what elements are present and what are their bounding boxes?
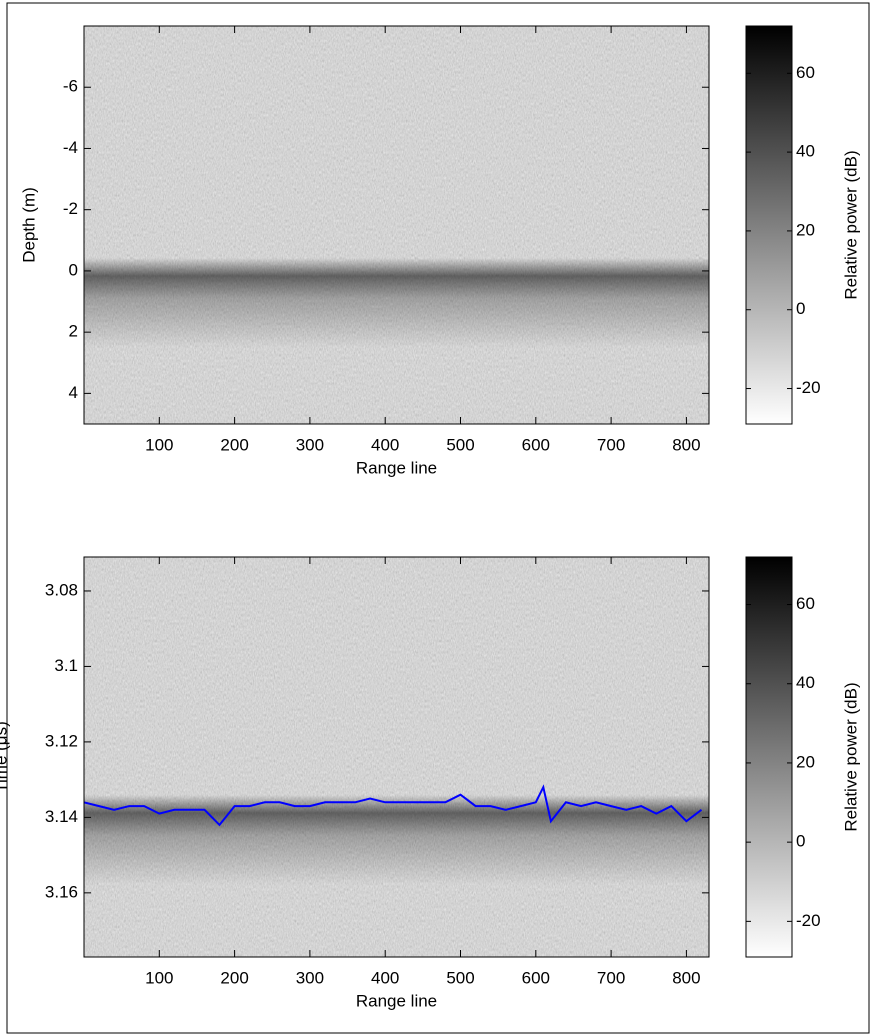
radargram-image [84,26,709,424]
colorbar-tick-label: 60 [796,594,815,613]
y-tick-label: 3.12 [45,731,78,750]
x-tick-label: 700 [597,435,625,454]
x-tick-label: 600 [522,435,550,454]
colorbar-tick-label: 40 [796,673,815,692]
x-tick-label: 600 [522,968,550,987]
x-axis-label: Range line [356,991,437,1010]
colorbar-tick-label: 20 [796,752,815,771]
colorbar-tick-label: 20 [796,220,815,239]
y-tick-label: -4 [63,138,78,157]
x-tick-label: 400 [371,435,399,454]
colorbar-tick-label: 40 [796,142,815,161]
x-tick-label: 200 [220,968,248,987]
y-tick-label: 3.14 [45,807,78,826]
x-tick-label: 100 [145,435,173,454]
y-tick-label: 2 [69,322,78,341]
colorbar-label: Relative power (dB) [841,682,860,831]
colorbar-label: Relative power (dB) [841,150,860,299]
colorbar [745,556,793,958]
x-tick-label: 300 [296,968,324,987]
y-tick-label: -2 [63,199,78,218]
axes-frame [83,25,710,425]
x-tick-label: 800 [672,968,700,987]
x-tick-label: 700 [597,968,625,987]
x-axis-label: Range line [356,458,437,477]
x-tick-label: 500 [446,968,474,987]
x-tick-label: 800 [672,435,700,454]
figure-border [6,2,870,1034]
surface-echo [84,258,709,348]
colorbar-tick-label: -20 [796,378,821,397]
y-tick-label: 4 [69,383,78,402]
colorbar [745,25,793,425]
y-axis-label: Time (μs) [0,721,10,793]
y-tick-label: 0 [69,260,78,279]
colorbar-tick-label: -20 [796,911,821,930]
surface-echo [84,795,709,885]
x-tick-label: 100 [145,968,173,987]
y-axis-label: Depth (m) [19,187,38,263]
picked-surface-line [84,784,703,827]
x-tick-label: 200 [220,435,248,454]
y-tick-label: 3.16 [45,882,78,901]
x-tick-label: 400 [371,968,399,987]
colorbar-tick-label: 60 [796,63,815,82]
y-tick-label: -6 [63,77,78,96]
y-tick-label: 3.1 [54,656,78,675]
y-tick-label: 3.08 [45,580,78,599]
colorbar-tick-label: 0 [796,299,805,318]
x-tick-label: 500 [446,435,474,454]
x-tick-label: 300 [296,435,324,454]
radargram-image [84,557,709,957]
axes-frame [83,556,710,958]
colorbar-tick-label: 0 [796,832,805,851]
